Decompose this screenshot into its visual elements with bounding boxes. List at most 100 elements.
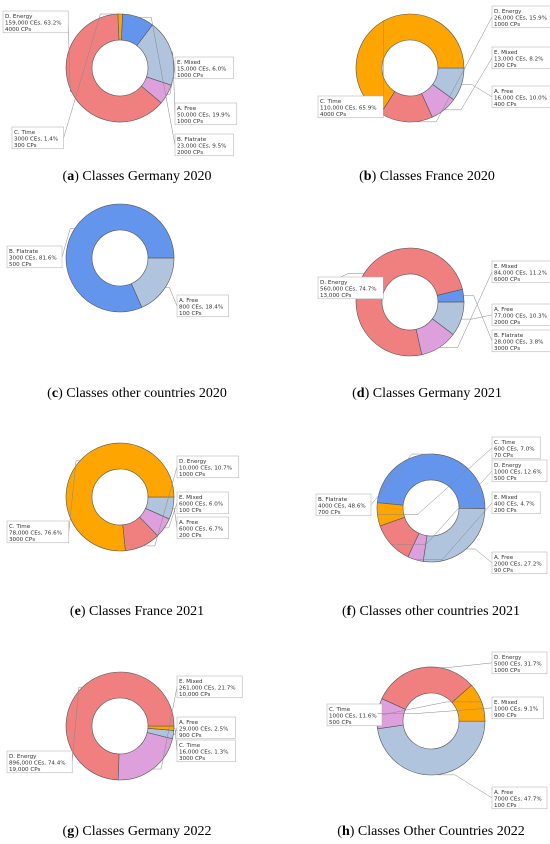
slice-label-line: B. Flatrate xyxy=(494,333,524,339)
slice-label-line: 400 CEs, 4.7% xyxy=(494,502,535,508)
leader-line xyxy=(173,727,178,751)
label-box xyxy=(491,5,550,29)
slice-label-line: 261,000 CEs, 21.7% xyxy=(179,686,236,692)
caption-paren-open: ( xyxy=(352,386,357,401)
leader-line xyxy=(172,508,178,528)
slice-label-line: E. Mixed xyxy=(179,495,203,501)
panel-caption: (b) Classes France 2020 xyxy=(359,169,495,184)
label-box xyxy=(174,56,234,80)
slice-label-line: 78,000 CEs, 76.6% xyxy=(9,531,62,537)
label-box xyxy=(326,703,383,727)
pie-slice xyxy=(407,532,428,562)
slice-label-line: 200 CPs xyxy=(494,508,517,514)
slice-label-line: 10,000 CPs xyxy=(179,692,211,698)
slice-label-line: 19,000 CPs xyxy=(9,767,41,773)
panel-caption: (g) Classes Germany 2022 xyxy=(63,824,212,839)
pie-slice xyxy=(355,247,463,357)
slice-label-line: 3000 CPs xyxy=(9,537,35,543)
pie-slice xyxy=(65,203,175,313)
panel-caption: (c) Classes other countries 2020 xyxy=(47,386,227,401)
slice-label-line: C. Time xyxy=(179,743,201,749)
label-box xyxy=(176,294,229,318)
caption-letter: e xyxy=(75,604,81,619)
slice-label-line: 900 CPs xyxy=(494,713,517,719)
slice-label-line: C. Time xyxy=(329,707,351,713)
pie-slice xyxy=(65,442,175,552)
slice-label-line: 90 CPs xyxy=(494,568,513,574)
slice-label-line: 200 CPs xyxy=(494,63,517,69)
pie-slice xyxy=(422,507,486,563)
caption-paren-close: ) xyxy=(365,386,373,401)
slice-label-line: 28,000 CEs, 3.8% xyxy=(494,340,543,346)
slice-label-line: 1000 CEs, 12.6% xyxy=(494,470,542,476)
label-box xyxy=(176,491,229,515)
slice-label-line: 23,000 CEs, 9.5% xyxy=(177,144,226,150)
leader-line xyxy=(406,16,493,123)
caption-text: Classes Germany 2022 xyxy=(82,824,211,839)
slice-label-line: 900 CPs xyxy=(179,733,202,739)
slice-label-line: B. Flatrate xyxy=(9,249,39,255)
slice-label-line: C. Time xyxy=(494,440,516,446)
slice-label-line: D. Energy xyxy=(494,463,522,469)
slice-label-line: E. Mixed xyxy=(494,700,518,706)
leader-line xyxy=(461,314,493,320)
slice-label-line: 3000 CEs, 81.6% xyxy=(9,256,57,262)
label-box xyxy=(11,126,64,150)
slice-label-line: 16,000 CEs, 10.0% xyxy=(494,96,547,102)
leader-line xyxy=(68,460,80,532)
slice-label-line: D. Energy xyxy=(179,459,207,465)
caption-paren-open: ( xyxy=(63,169,68,184)
slice-label-line: 6000 CPs xyxy=(494,277,520,283)
label-box xyxy=(491,46,550,70)
label-box xyxy=(174,102,238,126)
caption-paren-open: ( xyxy=(70,604,75,619)
slice-label-line: A. Free xyxy=(177,106,197,112)
slice-label-line: 700 CPs xyxy=(318,510,341,516)
leader-line xyxy=(377,707,493,714)
slice-label-line: A. Free xyxy=(179,720,199,726)
pie-slice xyxy=(65,671,175,781)
slice-label-line: D. Energy xyxy=(5,14,33,20)
label-box xyxy=(491,459,548,483)
label-box xyxy=(176,516,229,540)
label-box xyxy=(315,493,372,517)
caption-paren-close: ) xyxy=(350,824,358,839)
slice-label-line: C. Time xyxy=(320,99,342,105)
leader-line xyxy=(152,686,178,770)
pie-slice xyxy=(65,13,162,123)
caption-text: Classes other countries 2020 xyxy=(66,386,227,401)
slice-label-line: E. Mixed xyxy=(179,679,203,685)
leader-line xyxy=(173,727,178,735)
label-box xyxy=(176,455,240,479)
slice-label-line: C. Time xyxy=(14,130,36,136)
slice-label-line: 896,000 CEs, 74.4% xyxy=(9,761,66,767)
label-box xyxy=(176,716,236,740)
slice-label-line: A. Free xyxy=(179,298,199,304)
slice-label-line: 600 CEs, 7.0% xyxy=(494,447,535,453)
leader-line xyxy=(142,466,178,547)
caption-paren-open: ( xyxy=(359,169,364,184)
leader-line xyxy=(381,701,482,716)
leader-line xyxy=(138,16,176,145)
leader-line xyxy=(63,13,121,138)
caption-text: Classes France 2021 xyxy=(89,604,204,619)
slice-label-line: 1000 CPs xyxy=(177,119,203,125)
slice-label-line: 77,000 CEs, 10.3% xyxy=(494,314,547,320)
slice-label-line: 26,000 CEs, 15.9% xyxy=(494,16,547,22)
slice-label-line: E. Mixed xyxy=(494,264,518,270)
pie-slice xyxy=(381,666,472,710)
pie-slice xyxy=(117,732,173,781)
slice-label-line: 1000 CPs xyxy=(179,472,205,478)
caption-paren-close: ) xyxy=(351,604,359,619)
slice-label-line: 2000 CPs xyxy=(494,320,520,326)
slice-label-line: 100 CPs xyxy=(494,803,517,809)
label-box xyxy=(317,95,384,119)
slice-label-line: 13,000 CPs xyxy=(320,293,352,299)
slice-label-line: 2000 CEs, 27.2% xyxy=(494,562,542,568)
